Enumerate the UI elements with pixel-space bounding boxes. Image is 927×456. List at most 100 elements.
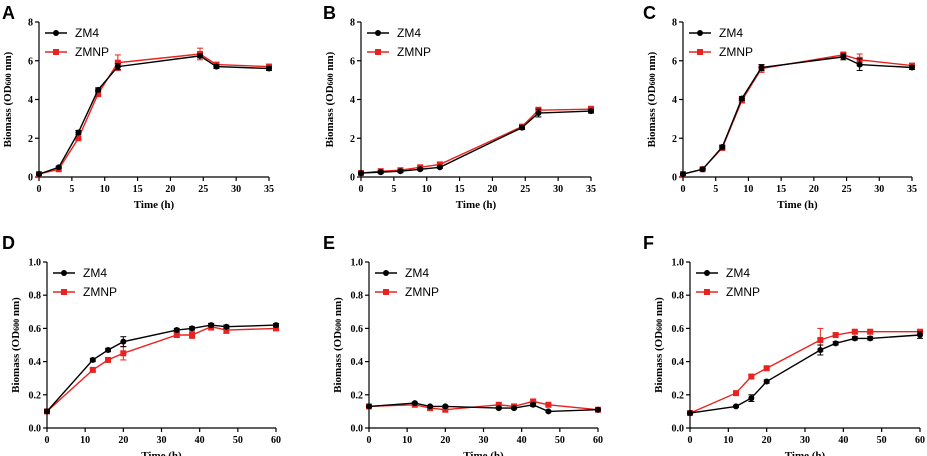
panel-letter: F	[643, 233, 654, 253]
y-tick-label: 0.6	[29, 324, 42, 335]
y-tick-label: 2	[28, 134, 33, 145]
y-axis-title-main: Biomass (OD	[10, 331, 22, 393]
y-axis-title-sub: 600	[334, 319, 343, 331]
y-tick-label: 0.2	[672, 390, 685, 401]
data-point	[89, 366, 96, 373]
series-line	[682, 56, 913, 175]
data-point	[95, 86, 102, 93]
y-axis-title-rest: nm)	[332, 297, 344, 319]
y-tick-label: 0.2	[29, 390, 42, 401]
x-tick-label: 10	[80, 435, 90, 446]
x-tick-label: 35	[264, 184, 274, 195]
legend-label: ZM4	[397, 26, 421, 40]
x-tick-label: 30	[479, 435, 489, 446]
legend-marker	[61, 289, 67, 295]
data-point	[358, 170, 364, 177]
series-zm4	[366, 400, 601, 415]
legend-label: ZMNP	[405, 285, 439, 299]
series-zm4	[687, 331, 923, 417]
data-point	[436, 164, 443, 171]
data-point	[595, 406, 601, 413]
x-tick-label: 0	[359, 184, 364, 195]
x-tick-label: 20	[440, 435, 450, 446]
x-tick-label: 5	[69, 184, 74, 195]
y-tick-label: 0.0	[351, 424, 364, 435]
x-tick-label: 0	[688, 435, 693, 446]
data-point	[120, 338, 127, 345]
x-tick-label: 40	[517, 435, 527, 446]
data-point	[545, 401, 552, 408]
panel-letter: B	[323, 3, 336, 23]
x-tick-label: 40	[838, 435, 848, 446]
data-point	[530, 401, 537, 408]
y-axis-title-rest: nm)	[653, 297, 665, 319]
data-point	[173, 332, 180, 339]
data-point	[817, 346, 824, 353]
data-point	[223, 327, 230, 334]
series-line	[689, 331, 920, 414]
data-point	[748, 395, 755, 402]
x-tick-label: 30	[231, 184, 241, 195]
x-tick-label: 50	[555, 435, 565, 446]
x-tick-label: 20	[809, 184, 819, 195]
data-point	[266, 65, 272, 72]
x-tick-label: 10	[402, 435, 412, 446]
panel-letter: A	[2, 3, 15, 23]
data-point	[208, 322, 215, 329]
panel-a: A 0 2 4 6 8 0 5 10 15 20 25 30 35 Time (h) Biomass (OD6…	[2, 3, 274, 211]
x-axis-title: Time (h)	[134, 199, 175, 211]
legend-marker	[383, 289, 389, 295]
panel-letter: E	[323, 233, 335, 253]
legend-label: ZMNP	[83, 285, 117, 299]
data-point	[75, 135, 82, 142]
data-point	[197, 52, 203, 59]
data-point	[535, 110, 542, 117]
y-axis-title-sub: 600	[4, 73, 13, 85]
x-axis-title: Time (h)	[777, 199, 818, 211]
y-axis-title-sub: 600	[648, 73, 657, 85]
y-axis-title-main: Biomass (OD	[2, 85, 14, 147]
series-line	[360, 108, 592, 174]
x-tick-label: 35	[586, 184, 596, 195]
legend-marker	[697, 49, 703, 55]
x-tick-label: 0	[37, 184, 42, 195]
data-point	[114, 59, 121, 66]
data-point	[917, 332, 923, 339]
data-point	[817, 337, 824, 344]
legend: ZM4 ZMNP	[375, 266, 439, 299]
legend-label: ZM4	[75, 26, 99, 40]
y-axis-title-rest: nm)	[2, 51, 14, 73]
panel-letter: C	[643, 3, 656, 23]
data-point	[687, 410, 693, 417]
data-point	[719, 143, 726, 150]
x-tick-label: 20	[487, 184, 497, 195]
x-tick-label: 25	[198, 184, 208, 195]
data-point	[417, 166, 424, 173]
data-point	[733, 390, 739, 397]
y-tick-label: 2	[350, 134, 355, 145]
data-point	[173, 327, 180, 334]
data-point	[909, 64, 915, 71]
y-tick-label: 8	[28, 18, 33, 29]
data-point	[189, 332, 196, 339]
legend: ZM4 ZMNP	[696, 266, 760, 299]
data-point	[397, 168, 404, 175]
y-tick-label: 6	[350, 56, 355, 67]
x-tick-label: 10	[743, 184, 753, 195]
legend: ZM4 ZMNP	[45, 26, 109, 59]
legend-marker	[375, 30, 381, 36]
data-point	[680, 171, 686, 178]
series-line	[38, 53, 270, 175]
y-axis-title-main: Biomass (OD	[324, 85, 336, 147]
y-axis-title-sub: 600	[326, 73, 335, 85]
x-tick-label: 5	[391, 184, 396, 195]
panel-e: E 0.0 0.2 0.4 0.6 0.8 1.0 0 10 20 30 40 50 60 Time (h)…	[323, 233, 603, 456]
y-tick-label: 4	[28, 95, 33, 106]
x-tick-label: 25	[520, 184, 530, 195]
legend: ZM4 ZMNP	[689, 26, 753, 59]
y-tick-label: 0.8	[672, 291, 685, 302]
y-tick-label: 0.8	[351, 291, 364, 302]
series-zm4	[358, 108, 594, 177]
y-axis-title-sub: 600	[655, 319, 664, 331]
